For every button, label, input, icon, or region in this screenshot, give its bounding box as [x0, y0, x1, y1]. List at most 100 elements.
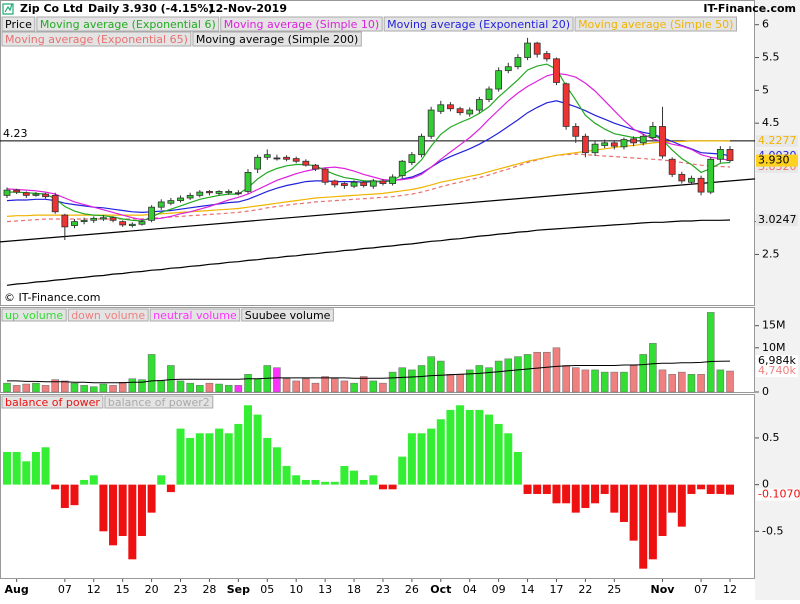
volume-bar	[629, 365, 638, 393]
bop-bar	[330, 481, 339, 485]
candle-body	[244, 171, 252, 192]
candle-body	[177, 197, 184, 202]
x-tick-label: Nov	[651, 583, 676, 596]
y-tick-label: 4.5	[762, 116, 780, 129]
period: Daily	[88, 2, 119, 15]
bop-bar	[244, 405, 252, 485]
legend-label: balance of power2	[108, 396, 210, 409]
candle-body	[591, 143, 599, 154]
value-tag-label: 4.2277	[758, 134, 797, 147]
bop-bar	[109, 484, 118, 546]
volume-bar	[118, 382, 127, 393]
candle-body	[215, 191, 223, 194]
candle-body	[61, 214, 69, 228]
bop-bar	[31, 451, 40, 485]
bop-bar	[581, 484, 590, 508]
bop-bar	[456, 405, 465, 485]
x-tick-label: 05	[260, 583, 274, 596]
x-tick-label: 23	[376, 583, 390, 596]
bop-bar	[292, 475, 301, 485]
candle-body	[148, 206, 156, 221]
candle-body	[514, 57, 522, 68]
y-tick-label: 5.5	[762, 51, 780, 64]
legend-label: neutral volume	[153, 309, 237, 322]
legend-label: Moving average (Simple 10)	[224, 18, 379, 31]
volume-bar	[658, 369, 667, 393]
volume-bar	[311, 382, 320, 393]
x-tick-label: 20	[145, 583, 159, 596]
candle-body	[138, 221, 146, 225]
volume-bar	[99, 383, 108, 393]
bop-bar	[600, 484, 609, 494]
volume-bar	[157, 380, 165, 393]
candle-body	[167, 200, 175, 204]
volume-bar	[706, 312, 715, 393]
candle-body	[678, 173, 686, 182]
bop-bar	[658, 484, 667, 536]
price-panel	[0, 0, 755, 306]
bop-bar	[619, 484, 628, 522]
volume-bar	[465, 369, 474, 393]
volume-bar	[398, 367, 406, 393]
candle-body	[196, 191, 204, 196]
bop-bar	[311, 479, 320, 485]
value-tag-label: 3.930	[758, 154, 790, 167]
legend-box	[36, 16, 220, 32]
volume-bar	[649, 343, 657, 393]
candle-body	[495, 70, 503, 90]
volume-bar	[639, 354, 647, 393]
candle-body	[157, 201, 165, 208]
volume-bar	[379, 382, 387, 393]
candle-body	[562, 83, 570, 127]
bop-bar	[677, 484, 686, 527]
bop-bar	[350, 470, 359, 485]
bop-bar	[253, 414, 262, 485]
volume-bar	[167, 365, 175, 393]
value-tag	[756, 135, 798, 148]
bop-bar	[128, 484, 137, 560]
volume-bar	[292, 380, 300, 393]
candle-body	[109, 217, 117, 221]
legend-box	[1, 16, 36, 32]
bop-bar	[562, 484, 571, 504]
candle-body	[379, 180, 387, 184]
bop-bar	[263, 437, 272, 485]
bop-bar	[224, 433, 233, 485]
candle-body	[32, 193, 40, 196]
legend-label: Moving average (Simple 200)	[196, 33, 358, 46]
bop-bar	[176, 428, 185, 485]
volume-bar	[224, 385, 233, 393]
x-tick-label: 26	[405, 583, 419, 596]
candle-body	[71, 221, 78, 226]
volume-bar	[610, 371, 619, 393]
volume-bar	[61, 380, 69, 393]
candle-body	[42, 193, 49, 198]
bop-bar	[639, 484, 648, 569]
volume-bar	[514, 356, 522, 393]
volume-bar	[369, 380, 378, 393]
legend-label: up volume	[5, 309, 63, 322]
bop-bar	[60, 484, 69, 508]
candle-body	[716, 149, 724, 160]
stock-name: Zip Co Ltd	[20, 2, 83, 15]
x-tick-label: 10	[289, 583, 303, 596]
bop-bar	[513, 451, 522, 485]
bop-bar	[687, 484, 696, 494]
bop-bar	[147, 484, 156, 513]
legend-box	[104, 395, 214, 409]
x-tick-label: 28	[202, 583, 216, 596]
y-tick-label: 0	[762, 478, 769, 491]
value-tag-label: 3.0247	[758, 213, 797, 226]
bop-panel	[0, 394, 755, 579]
candle-body	[90, 217, 98, 221]
candle-body	[292, 158, 300, 162]
candle-body	[360, 181, 368, 186]
candle-body	[254, 156, 262, 170]
candle-body	[543, 53, 551, 60]
volume-bar	[176, 380, 185, 393]
value-tag	[756, 355, 798, 368]
bop-bar	[340, 465, 349, 485]
footer-brand: © IT-Finance.com	[4, 291, 101, 304]
y-tick-label: 0	[762, 385, 769, 398]
volume-bar	[138, 379, 146, 393]
